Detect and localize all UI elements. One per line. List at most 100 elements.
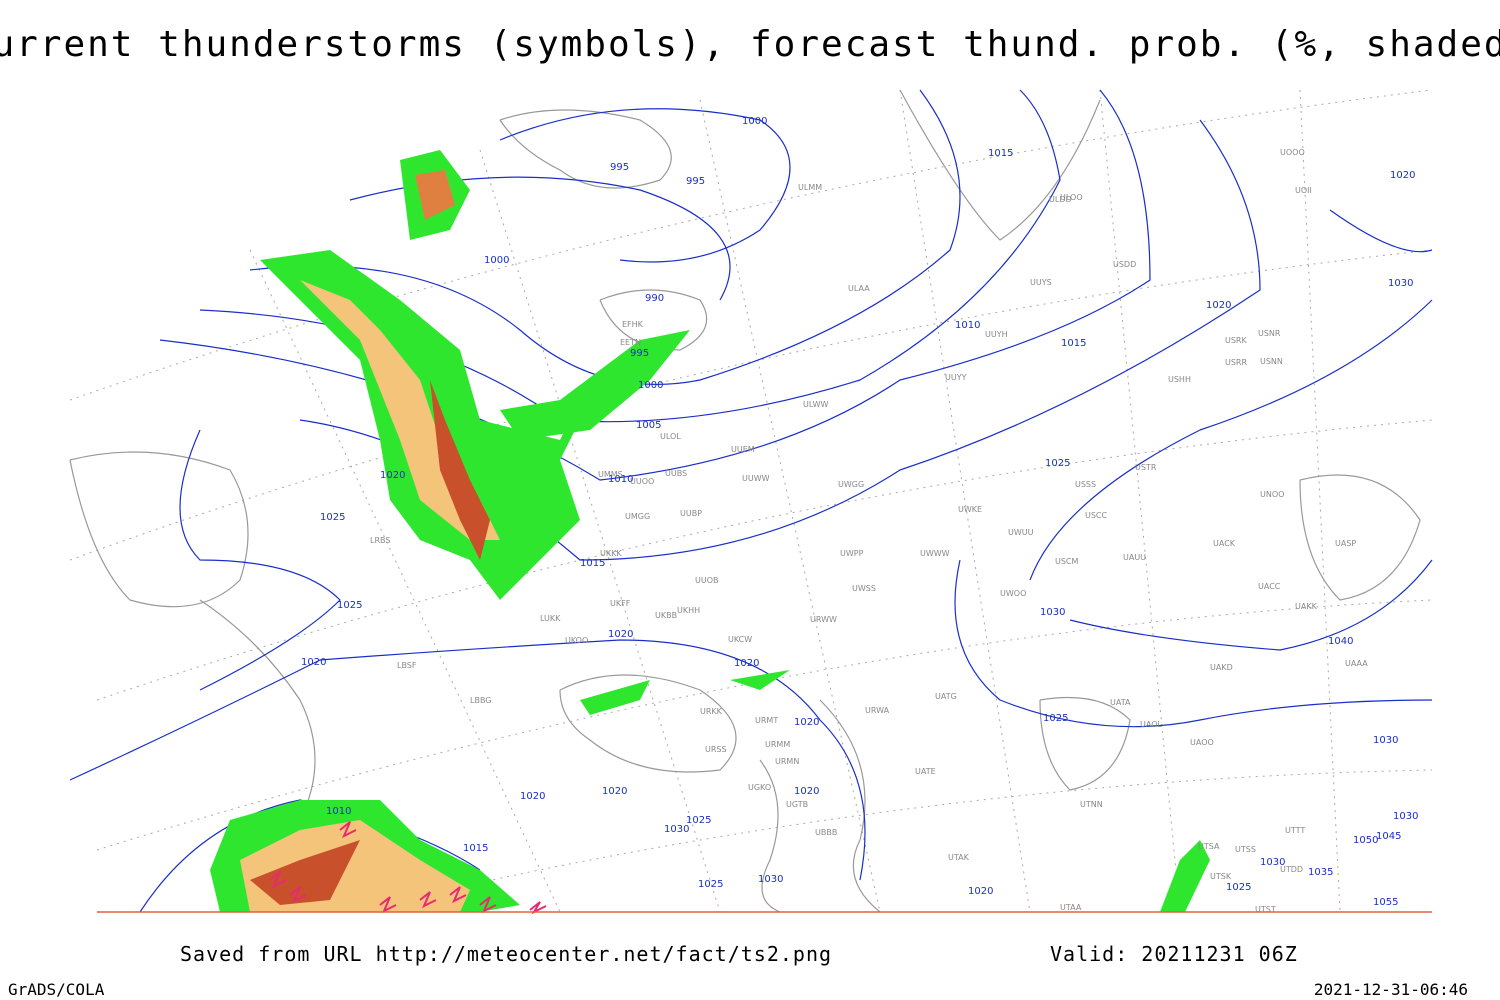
station-code: UAOL (1140, 720, 1162, 729)
source-url: Saved from URL http://meteocenter.net/fa… (180, 942, 832, 966)
isobar-label: 1030 (758, 874, 783, 885)
station-code: UTNN (1080, 800, 1103, 809)
isobar-label: 1025 (1045, 458, 1070, 469)
isobar-label: 1025 (320, 512, 345, 523)
station-code: UTTT (1285, 826, 1305, 835)
isobar-label: 1010 (608, 474, 633, 485)
station-code: UNOO (1260, 490, 1284, 499)
isobar-label: 1020 (520, 791, 545, 802)
isobar-label: 1030 (1393, 811, 1418, 822)
station-code: UATE (915, 767, 936, 776)
station-code: LRBS (370, 536, 390, 545)
station-code: LBSF (397, 661, 417, 670)
station-code: UUBS (665, 469, 687, 478)
station-code: USCM (1055, 557, 1079, 566)
station-code: URWA (865, 706, 890, 715)
station-code: ULOL (660, 432, 681, 441)
isobar-labels: 1000 995 995 1000 990 995 1000 1005 1010 1010 1015… (301, 116, 1418, 908)
station-code: UKCW (728, 635, 752, 644)
station-code: UOOO (1280, 148, 1305, 157)
isobar-label: 995 (630, 348, 649, 359)
station-code: USDD (1113, 260, 1136, 269)
isobar-label: 1015 (988, 148, 1013, 159)
station-code: UASP (1335, 539, 1356, 548)
station-code: USHH (1168, 375, 1191, 384)
isobar-label: 1005 (636, 420, 661, 431)
isobar-label: 1000 (638, 380, 663, 391)
station-code: UUOO (630, 477, 654, 486)
station-code: UGKO (748, 783, 771, 792)
station-code: UAKK (1295, 602, 1318, 611)
valid-time: Valid: 20211231 06Z (1050, 942, 1298, 966)
station-code: UTSK (1210, 872, 1232, 881)
isobar-label: 1030 (1373, 735, 1398, 746)
isobar-label: 1045 (1376, 831, 1401, 842)
isobar-label: 995 (686, 176, 705, 187)
isobar-label: 1035 (1308, 867, 1333, 878)
station-code: UTAA (1060, 903, 1082, 912)
isobar-label: 1015 (580, 558, 605, 569)
isobar-label: 1025 (698, 879, 723, 890)
station-code: URKK (700, 707, 723, 716)
station-code: UTSA (1198, 842, 1220, 851)
station-code: UMMS (598, 470, 623, 479)
station-code: UTSS (1235, 845, 1256, 854)
graticule (69, 89, 1433, 913)
station-code: LUKK (540, 614, 561, 623)
station-code: UBBB (815, 828, 837, 837)
station-code: UTST (1255, 905, 1276, 914)
storm-symbols (269, 821, 547, 915)
station-code: UWOO (1000, 589, 1026, 598)
isobar-label: 1030 (1040, 607, 1065, 618)
isobar-label: 1055 (1373, 897, 1398, 908)
coastlines (69, 89, 1421, 913)
station-code: UATA (1110, 698, 1131, 707)
isobar-label: 1020 (794, 786, 819, 797)
station-code: LBBG (470, 696, 492, 705)
station-code: UKOO (565, 636, 588, 645)
isobar-label: 1025 (1226, 882, 1251, 893)
isobar-label: 1030 (1388, 278, 1413, 289)
station-code: UUWW (742, 474, 770, 483)
station-code: UKFF (610, 599, 631, 608)
station-code: UKKK (600, 549, 622, 558)
isobar-label: 1010 (326, 806, 351, 817)
station-code: UWUU (1008, 528, 1034, 537)
isobar-label: 1020 (1206, 300, 1231, 311)
station-code: UWGG (838, 480, 864, 489)
station-code: UAKD (1210, 663, 1233, 672)
station-code: UATG (935, 692, 957, 701)
isobar-label: 1015 (463, 843, 488, 854)
station-code: UKBB (655, 611, 677, 620)
isobar-label: 1040 (1328, 636, 1353, 647)
station-code: UAOO (1190, 738, 1214, 747)
station-code: UGTB (786, 800, 808, 809)
isobar-label: 1030 (664, 824, 689, 835)
isobar-label: 1025 (686, 815, 711, 826)
station-code: UUEM (731, 445, 755, 454)
station-code: EFHK (622, 320, 644, 329)
isobar-label: 1020 (380, 470, 405, 481)
station-code: UAAA (1345, 659, 1368, 668)
station-code: UOII (1295, 186, 1312, 195)
station-code: UUYY (945, 373, 967, 382)
isobar-label: 1050 (1353, 835, 1378, 846)
station-code: USTR (1135, 463, 1157, 472)
station-code: URWW (810, 615, 837, 624)
station-code: UUYS (1030, 278, 1052, 287)
title: Current thunderstorms (symbols), forecas… (0, 24, 1500, 65)
station-code: UWKE (958, 505, 982, 514)
station-code: URMT (755, 716, 778, 725)
isobar-label: 995 (610, 162, 629, 173)
station-code: UUOB (695, 576, 719, 585)
station-code: USSS (1075, 480, 1096, 489)
station-code: URMM (765, 740, 790, 749)
station-code: UTDD (1280, 865, 1303, 874)
isobar-label: 1010 (955, 320, 980, 331)
station-code: UWWW (920, 549, 950, 558)
isobar-label: 1020 (608, 629, 633, 640)
timestamp: 2021-12-31-06:46 (1314, 980, 1468, 999)
stations: ULMM ULOO UUYS ULAA EFHK EETN UUYH UUYY ULWW UUEM… (370, 148, 1368, 914)
station-code: ULDD (1049, 195, 1072, 204)
